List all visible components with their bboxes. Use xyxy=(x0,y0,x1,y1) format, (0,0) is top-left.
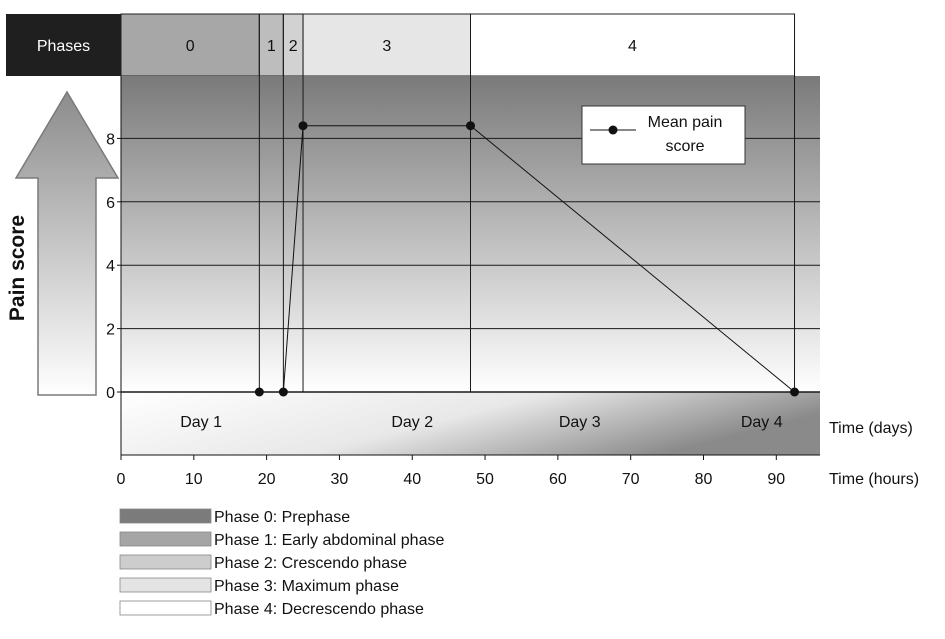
data-point-2 xyxy=(298,121,308,131)
legend-marker xyxy=(608,125,618,135)
x-tick-label-70: 70 xyxy=(622,471,640,488)
legend-box xyxy=(581,105,746,165)
x-tick-label-90: 90 xyxy=(767,471,785,488)
phase-header-label-3: 3 xyxy=(382,38,391,55)
phase-legend-label-2: Phase 2: Crescendo phase xyxy=(214,555,407,572)
x-tick-label-60: 60 xyxy=(549,471,567,488)
day-label-1: Day 2 xyxy=(391,414,433,431)
x-axis-days-label: Time (days) xyxy=(829,420,913,437)
x-axis-hours-label: Time (hours) xyxy=(829,471,919,488)
legend-label-line-1: Mean pain xyxy=(648,114,723,131)
day-label-3: Day 4 xyxy=(741,414,783,431)
x-tick-label-40: 40 xyxy=(403,471,421,488)
phases-header-label: Phases xyxy=(37,38,90,55)
phase-legend-label-0: Phase 0: Prephase xyxy=(214,509,350,526)
phase-header-label-4: 4 xyxy=(628,38,637,55)
day-label-2: Day 3 xyxy=(559,414,601,431)
phase-header-label-1: 1 xyxy=(267,38,276,55)
phase-header-cell-4 xyxy=(470,13,796,77)
phase-header-cell-0 xyxy=(120,13,260,77)
x-tick-label-80: 80 xyxy=(695,471,713,488)
phase-legend-swatch-1 xyxy=(119,531,212,547)
x-tick-label-50: 50 xyxy=(476,471,494,488)
y-axis-label: Pain score xyxy=(6,215,29,321)
y-tick-label-2: 2 xyxy=(106,322,115,339)
phase-legend-swatch-3 xyxy=(119,577,212,593)
x-tick-label-10: 10 xyxy=(185,471,203,488)
y-tick-label-4: 4 xyxy=(106,258,115,275)
phase-header-label-2: 2 xyxy=(289,38,298,55)
data-point-3 xyxy=(466,121,475,131)
phase-legend-swatch-2 xyxy=(119,554,212,570)
day-band xyxy=(121,392,820,455)
phase-legend-label-1: Phase 1: Early abdominal phase xyxy=(214,532,444,549)
phase-legend-label-3: Phase 3: Maximum phase xyxy=(214,578,399,595)
phase-legend-label-4: Phase 4: Decrescendo phase xyxy=(214,601,424,618)
day-label-0: Day 1 xyxy=(180,414,222,431)
x-tick-label-30: 30 xyxy=(331,471,349,488)
phase-legend-swatch-0 xyxy=(119,508,212,524)
x-tick-label-20: 20 xyxy=(258,471,276,488)
phase-header-cell-1 xyxy=(258,13,284,77)
data-point-4 xyxy=(790,387,800,397)
y-tick-label-8: 8 xyxy=(106,131,115,148)
phase-header-label-0: 0 xyxy=(186,38,195,55)
data-point-0 xyxy=(254,387,264,397)
pain-score-arrow-icon xyxy=(14,90,120,396)
phase-legend-swatch-4 xyxy=(119,600,212,616)
phases-header-cell xyxy=(6,14,121,76)
y-tick-label-6: 6 xyxy=(106,195,115,212)
legend-label-line-2: score xyxy=(665,138,704,155)
y-tick-label-0: 0 xyxy=(106,385,115,402)
x-tick-label-0: 0 xyxy=(117,471,126,488)
data-point-1 xyxy=(278,387,288,397)
